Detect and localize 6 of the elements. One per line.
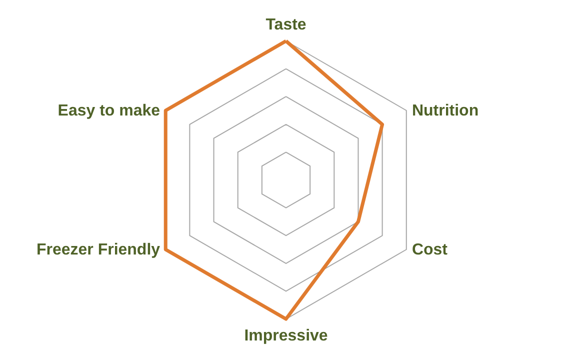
- spoke-label: Impressive: [244, 327, 328, 344]
- spoke-label: Easy to make: [58, 102, 160, 120]
- spoke-label: Freezer Friendly: [36, 242, 160, 258]
- spoke-label: Nutrition: [412, 102, 479, 120]
- spoke-label: Cost: [412, 242, 448, 258]
- spoke-label: Taste: [266, 16, 306, 34]
